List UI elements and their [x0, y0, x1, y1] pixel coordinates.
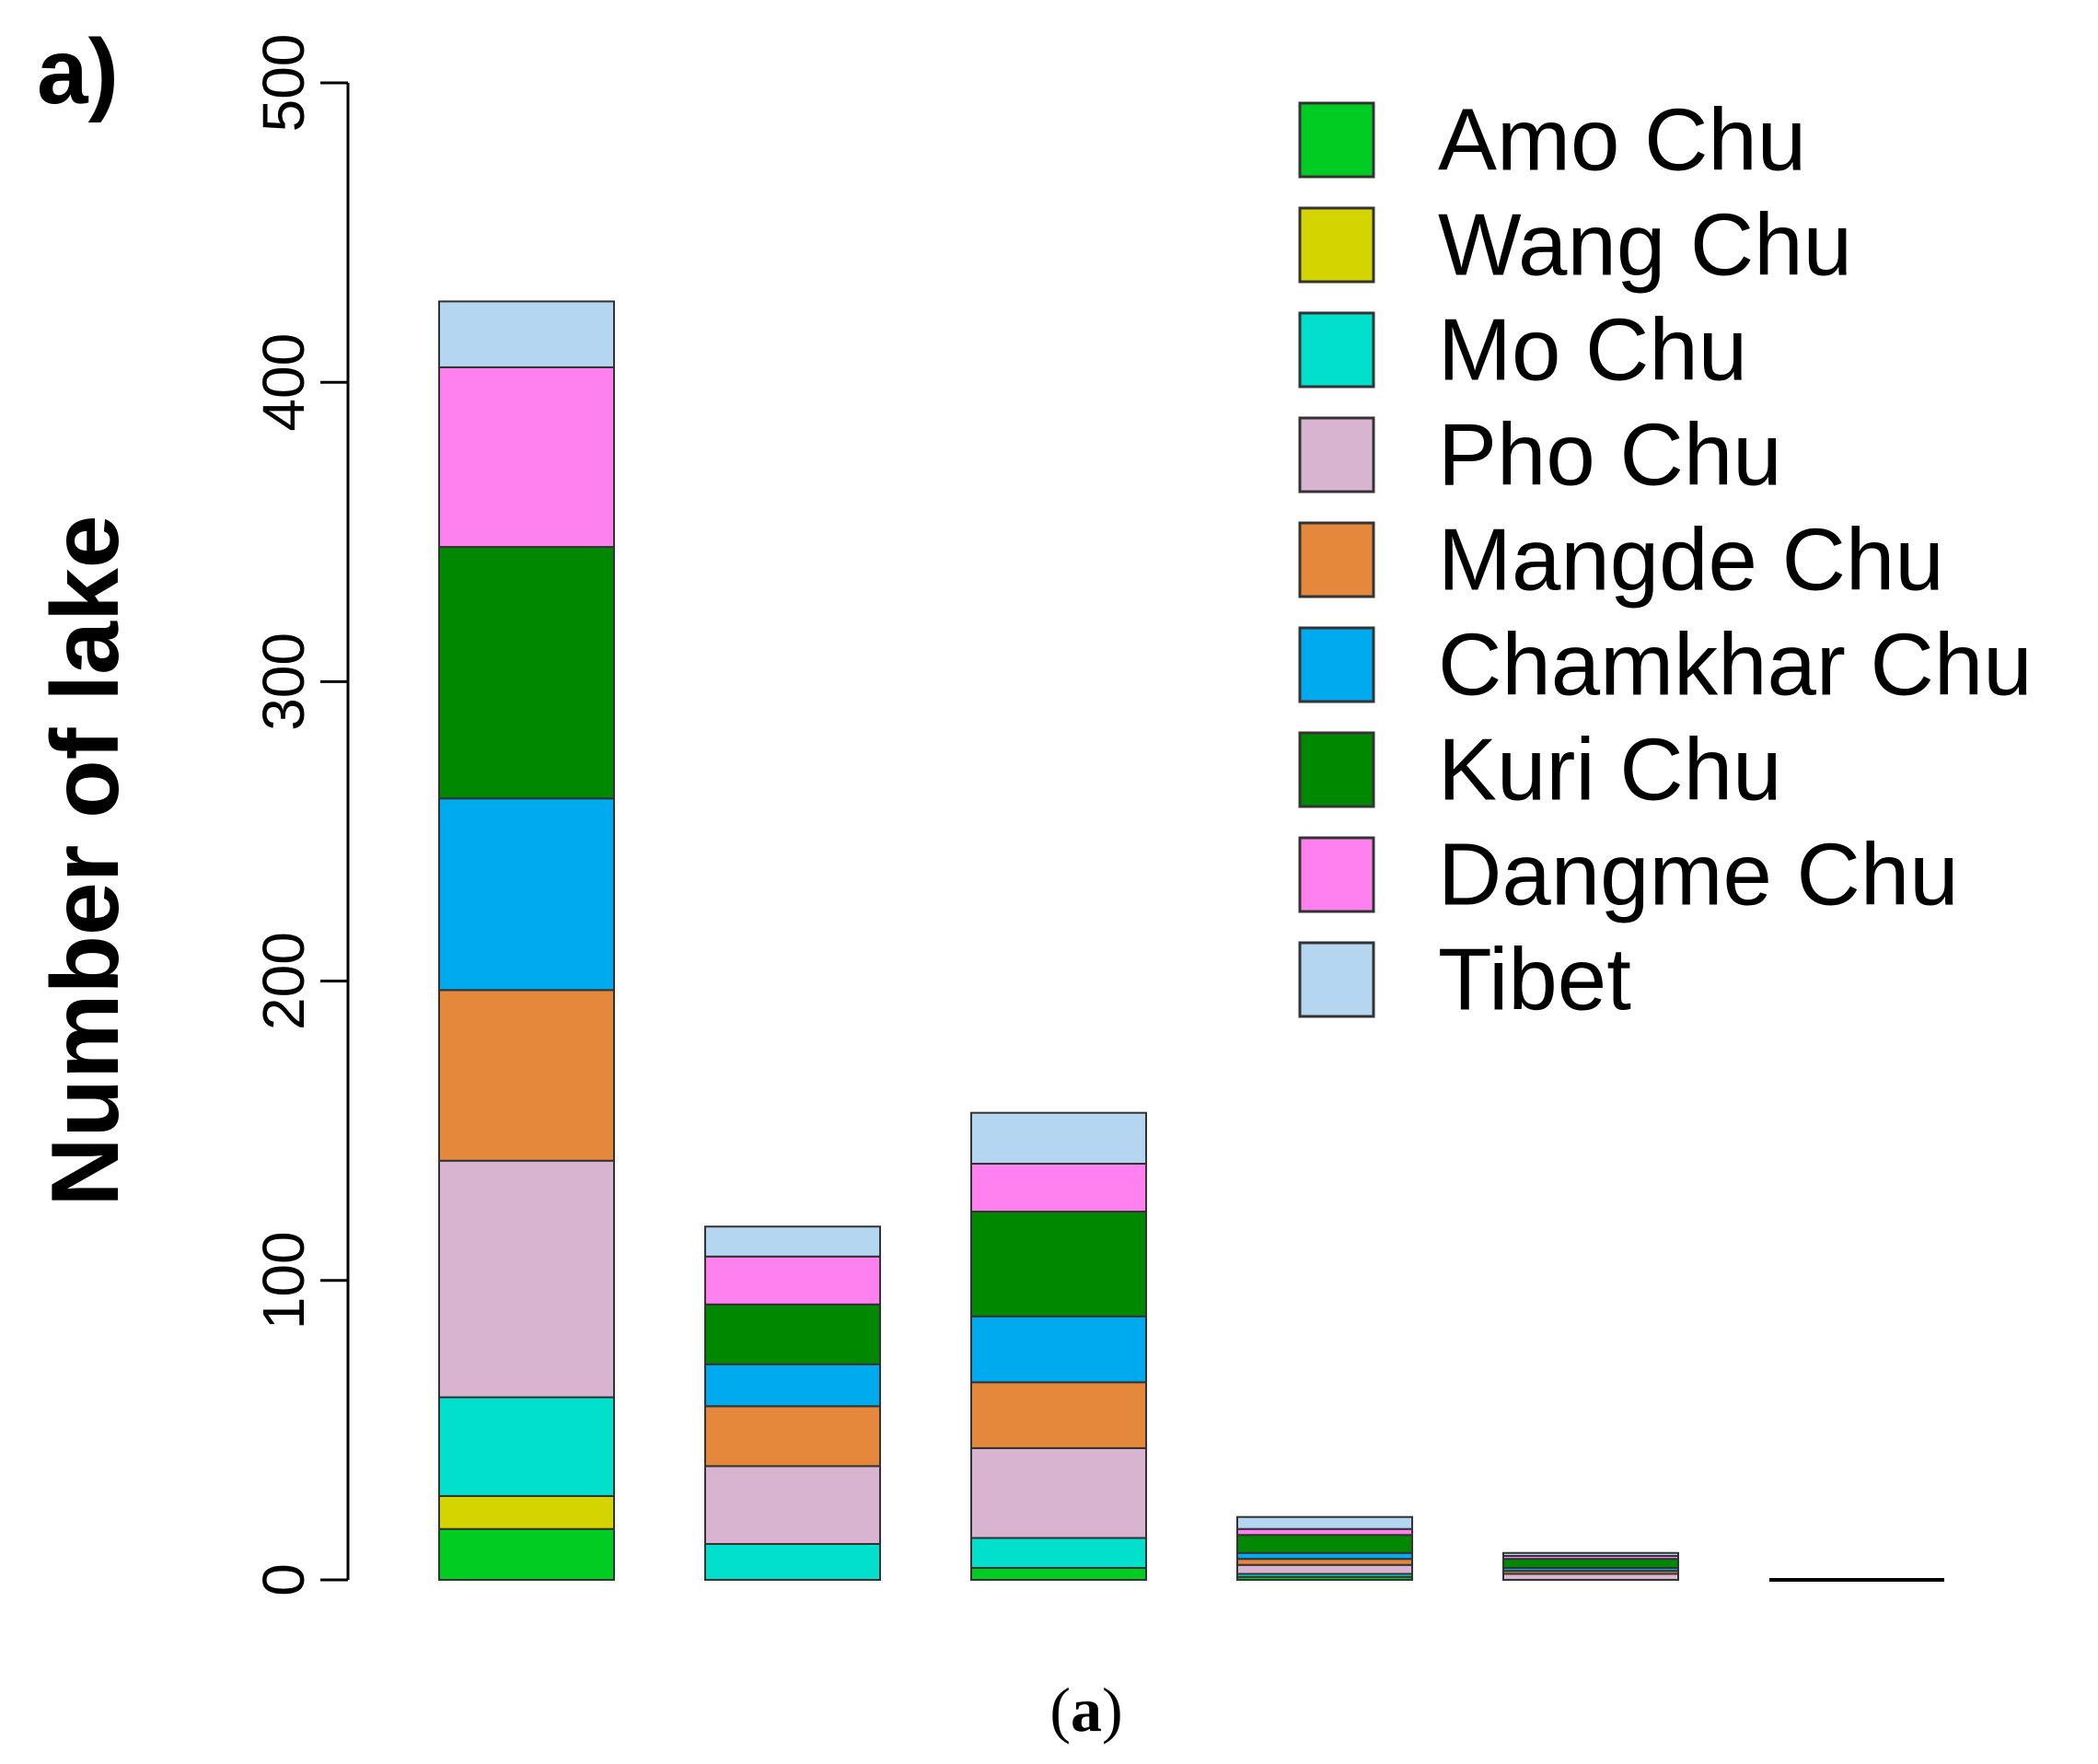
caption-open-paren: ( [1049, 1675, 1071, 1745]
y-tick-label: 100 [250, 1231, 317, 1329]
legend-label-chamkhar-chu: Chamkhar Chu [1438, 616, 2033, 714]
bar-stack-3 [970, 1111, 1147, 1581]
bar-stack-5 [1502, 1551, 1679, 1581]
legend-label-tibet: Tibet [1438, 931, 1631, 1029]
bar-stack-2 [704, 1225, 881, 1581]
bar-segment-pho-chu [704, 1465, 881, 1545]
y-tick-label: 400 [250, 333, 317, 432]
legend-swatch-dangme-chu [1298, 836, 1375, 913]
y-axis: 0 100 200 300 400 500 [250, 34, 350, 1596]
legend-swatch-wang-chu [1298, 206, 1375, 284]
legend-swatch-pho-chu [1298, 416, 1375, 493]
bar-segment-mangde-chu [704, 1405, 881, 1468]
legend-label-amo-chu: Amo Chu [1438, 91, 1806, 190]
bars-group [438, 300, 1944, 1582]
bar-segment-kuri-chu [704, 1303, 881, 1365]
bar-segment-dangme-chu [970, 1162, 1147, 1213]
bar-segment-dangme-chu [438, 366, 615, 549]
bar-segment-tibet [438, 300, 615, 368]
bar-segment-mo-chu [438, 1396, 615, 1497]
y-tick-label: 300 [250, 632, 317, 731]
bar-segment-mo-chu [970, 1537, 1147, 1569]
bar-segment-amo-chu [438, 1527, 615, 1581]
legend-swatch-kuri-chu [1298, 731, 1375, 808]
bar-segment-dangme-chu [704, 1255, 881, 1306]
y-tick-label: 0 [250, 1563, 317, 1596]
bar-segment-chamkhar-chu [704, 1363, 881, 1408]
legend-swatch-mangde-chu [1298, 521, 1375, 598]
bar-stack-4 [1236, 1515, 1413, 1582]
bar-segment-kuri-chu [970, 1211, 1147, 1317]
bar-segment-mo-chu [704, 1542, 881, 1581]
bar-segment-chamkhar-chu [970, 1315, 1147, 1384]
panel-label: a) [37, 20, 119, 123]
bar-segment-chamkhar-chu [438, 797, 615, 992]
bar-segment-wang-chu [438, 1494, 615, 1530]
legend-swatch-tibet [1298, 941, 1375, 1018]
bar-segment-kuri-chu [1502, 1558, 1679, 1569]
legend-swatch-mo-chu [1298, 311, 1375, 389]
bar-segment-amo-chu [970, 1566, 1147, 1581]
y-tick-label: 200 [250, 932, 317, 1030]
bar-segment-kuri-chu [438, 546, 615, 800]
figure-caption: (a) [1049, 1675, 1122, 1745]
bar-segment-kuri-chu [1236, 1534, 1413, 1554]
bar-segment-pho-chu [1236, 1563, 1413, 1575]
bar-segment-tibet [970, 1111, 1147, 1165]
bar-segment-tibet [1236, 1515, 1413, 1530]
bar-segment-pho-chu [438, 1159, 615, 1398]
legend-swatch-chamkhar-chu [1298, 626, 1375, 703]
legend-label-dangme-chu: Dangme Chu [1438, 826, 1959, 924]
legend-label-mangde-chu: Mangde Chu [1438, 511, 1944, 609]
legend-label-mo-chu: Mo Chu [1438, 301, 1747, 400]
legend-label-pho-chu: Pho Chu [1438, 406, 1782, 505]
bar-segment-pho-chu [970, 1446, 1147, 1539]
y-axis-title: Number of lake [32, 515, 139, 1206]
legend-swatch-amo-chu [1298, 101, 1375, 179]
legend-label-kuri-chu: Kuri Chu [1438, 721, 1782, 819]
bar-segment-mangde-chu [438, 989, 615, 1162]
caption-letter: a [1071, 1675, 1102, 1745]
bar-segment-mangde-chu [970, 1381, 1147, 1449]
bar-segment-tibet [704, 1225, 881, 1258]
caption-close-paren: ) [1102, 1675, 1123, 1745]
y-tick-label: 500 [250, 34, 317, 133]
bar-segment-tibet [1502, 1551, 1679, 1557]
bar-stack-1 [438, 300, 615, 1581]
legend-label-wang-chu: Wang Chu [1438, 196, 1852, 295]
